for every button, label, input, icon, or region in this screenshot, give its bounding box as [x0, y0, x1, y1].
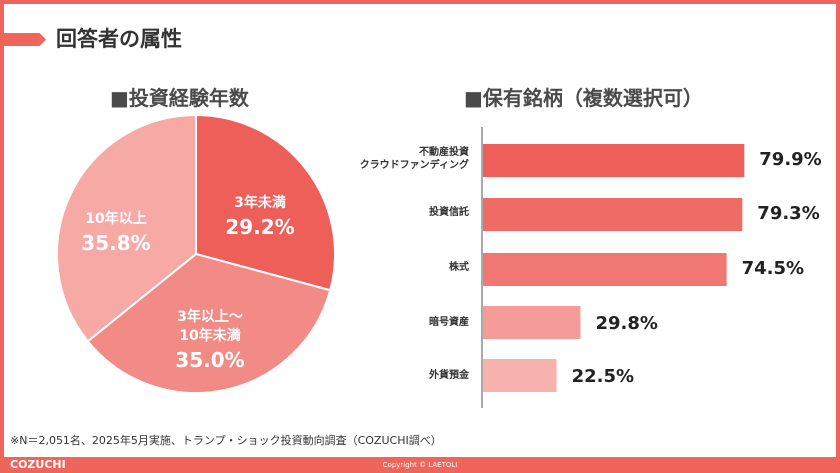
bar-value-label: 79.3%: [757, 203, 820, 224]
footnote: ※N＝2,051名、2025年5月実施、トランプ・ショック投資動向調査（COZU…: [10, 434, 442, 447]
pie-label-value: 35.0%: [175, 348, 245, 372]
right-border: [836, 0, 840, 473]
bar-category-line1: 外貨預金: [429, 370, 469, 381]
top-border: [0, 0, 840, 4]
pie-label-value: 29.2%: [225, 215, 295, 239]
brand-logo-text: COZUCHI: [10, 458, 66, 471]
bar-category-crypto: 暗号資産: [429, 316, 469, 329]
bar-category-line1: 投資信託: [429, 207, 469, 218]
bar-value-label: 29.8%: [595, 313, 658, 334]
pie-chart-title: ■投資経験年数: [110, 86, 249, 110]
bar-value-label: 74.5%: [741, 258, 805, 279]
pie-slice-under-3-years: [195, 113, 336, 292]
copyright-text: Copyright © LAETOLI: [382, 461, 458, 469]
pie-label-name-line2: 10年未満: [179, 328, 241, 344]
page-title: 回答者の属性: [56, 27, 182, 51]
bar-category-line1: 不動産投資: [419, 147, 469, 158]
bar-value-label: 79.9%: [759, 149, 822, 170]
pie-slice-over-10-years: [56, 113, 197, 343]
left-border: [0, 0, 4, 473]
pie-label-name: 10年以上: [85, 211, 147, 227]
bar-chart-title: ■保有銘柄（複数選択可）: [464, 86, 703, 110]
pie-label-over-10-years: 10年以上 35.8%: [66, 210, 166, 257]
pie-label-under-3-years: 3年未満 29.2%: [200, 194, 320, 241]
pie-label-value: 35.8%: [81, 231, 151, 255]
pie-label-name: 3年未満: [234, 195, 286, 211]
pie-label-name-line1: 3年以上～: [177, 309, 243, 325]
bar-category-foreign-deposit: 外貨預金: [429, 369, 469, 382]
bar-0: [483, 144, 745, 177]
bar-category-stocks: 株式: [449, 261, 469, 274]
bar-category-investment-trust: 投資信託: [429, 206, 469, 219]
bar-category-line2: クラウドファンディング: [359, 160, 469, 171]
title-arrow-marker: [0, 33, 46, 46]
pie-slice-3-to-10-years: [86, 252, 332, 394]
bar-2: [483, 253, 727, 286]
bar-category-line1: 株式: [449, 262, 469, 273]
bar-value-label: 22.5%: [571, 366, 635, 387]
bar-category-real-estate-crowdfunding: 不動産投資 クラウドファンディング: [360, 146, 469, 172]
bar-1: [483, 198, 743, 231]
bar-3: [483, 306, 581, 339]
footer-bar: COZUCHI Copyright © LAETOLI: [0, 457, 840, 473]
pie-label-3-to-10-years: 3年以上～ 10年未満 35.0%: [150, 308, 270, 374]
bar-category-line1: 暗号資産: [429, 317, 469, 328]
bar-4: [483, 359, 557, 392]
